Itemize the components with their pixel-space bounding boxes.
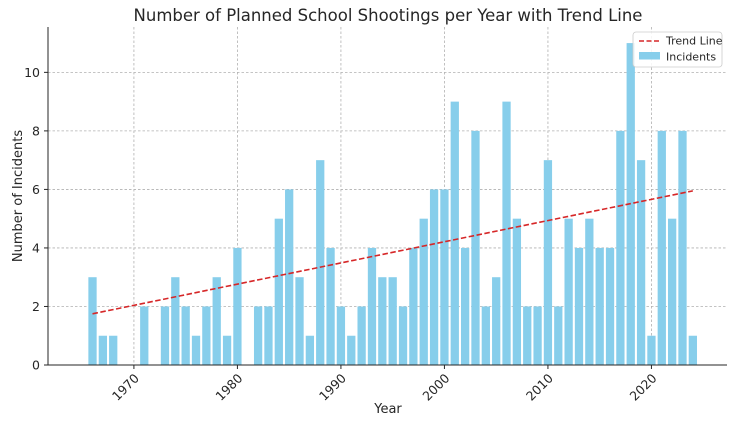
bar xyxy=(398,306,408,365)
x-tick-label: 1980 xyxy=(212,370,245,403)
bar xyxy=(140,306,149,365)
bar xyxy=(616,130,625,365)
bar xyxy=(171,277,180,365)
trend-line-layer xyxy=(92,190,694,315)
x-tick-label: 2000 xyxy=(419,370,452,403)
x-tick-label: 2010 xyxy=(523,370,556,403)
bar xyxy=(471,130,480,365)
y-tick-label: 8 xyxy=(32,123,40,138)
y-tick-label: 0 xyxy=(32,358,40,373)
legend-trend-label: Trend Line xyxy=(665,35,723,48)
bar xyxy=(295,277,304,365)
bar xyxy=(336,306,346,365)
grid xyxy=(48,27,727,366)
bar xyxy=(253,306,263,365)
bar xyxy=(109,335,118,365)
bar xyxy=(409,247,418,365)
bar xyxy=(440,189,449,365)
legend-incidents-label: Incidents xyxy=(666,51,716,64)
bar xyxy=(388,277,397,365)
legend: Trend Line Incidents xyxy=(632,31,723,68)
trend-line xyxy=(92,190,694,315)
bar xyxy=(98,335,107,365)
bar xyxy=(554,306,563,365)
bar xyxy=(233,247,242,365)
bar xyxy=(316,160,325,365)
bar xyxy=(367,247,377,365)
bar xyxy=(564,218,573,365)
bar xyxy=(450,101,459,365)
y-tick-label: 4 xyxy=(32,240,40,255)
bar xyxy=(512,218,522,365)
bar xyxy=(419,218,428,365)
bar xyxy=(305,335,315,365)
bar xyxy=(574,247,584,365)
x-tick-label: 2020 xyxy=(626,370,659,403)
bar xyxy=(264,306,273,365)
x-tick-label: 1990 xyxy=(316,370,349,403)
bar xyxy=(378,277,387,365)
bar xyxy=(678,130,687,365)
bar xyxy=(585,218,594,365)
axes: 0 2 4 6 8 10 1970 1980 1990 2000 2010 2020 xyxy=(24,27,727,404)
chart-title: Number of Planned School Shootings per Y… xyxy=(134,6,643,25)
legend-incidents-swatch xyxy=(639,52,660,60)
bar xyxy=(492,277,501,365)
bar xyxy=(347,335,356,365)
bar xyxy=(647,335,656,365)
bar xyxy=(274,218,283,365)
bar xyxy=(429,189,439,365)
bar xyxy=(688,335,697,365)
bar xyxy=(181,306,190,365)
bar xyxy=(285,189,294,365)
y-tick-label: 10 xyxy=(24,65,40,80)
bar xyxy=(160,306,170,365)
y-tick-label: 2 xyxy=(32,299,40,314)
bar xyxy=(502,101,511,365)
bar xyxy=(668,218,677,365)
bar xyxy=(523,306,532,365)
bar xyxy=(357,306,366,365)
bar xyxy=(543,160,553,365)
bar xyxy=(605,247,615,365)
bar xyxy=(212,277,221,365)
x-axis-label: Year xyxy=(373,402,402,417)
y-tick-label: 6 xyxy=(32,182,40,197)
bar xyxy=(326,247,335,365)
bar xyxy=(657,130,666,365)
y-axis-label: Number of Incidents xyxy=(11,130,26,262)
bar xyxy=(88,277,97,365)
bar xyxy=(191,335,201,365)
bar xyxy=(481,306,490,365)
bar xyxy=(222,335,232,365)
bars xyxy=(88,43,697,365)
bar xyxy=(636,160,646,365)
bar xyxy=(460,247,470,365)
x-tick-label: 1970 xyxy=(109,370,142,403)
bar xyxy=(533,306,542,365)
bar xyxy=(202,306,211,365)
bar xyxy=(595,247,604,365)
